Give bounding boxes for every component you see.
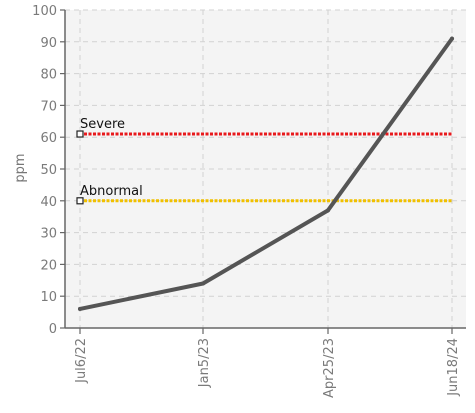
data-point: [326, 208, 330, 213]
data-point: [450, 36, 454, 41]
y-tick-label: 30: [40, 227, 57, 242]
threshold-marker-severe: [76, 130, 84, 138]
threshold-marker-abnormal: [76, 197, 84, 205]
y-tick-label: 40: [40, 195, 57, 210]
threshold-lines: [76, 130, 453, 205]
x-tick-label: Jan5/23: [197, 338, 212, 388]
y-tick-label: 70: [40, 99, 57, 114]
threshold-label-severe: Severe: [80, 117, 125, 132]
y-tick-label: 10: [40, 290, 57, 305]
threshold-label-abnormal: Abnormal: [80, 184, 143, 199]
y-tick-label: 90: [40, 36, 57, 51]
data-point: [78, 306, 82, 311]
y-tick-label: 20: [40, 258, 57, 273]
labels: ppm 0 10 20 30 40 50 60 70 80 90 100 Jul6/22 Jan5/23…: [13, 4, 461, 398]
y-axis-title: ppm: [13, 153, 28, 182]
data-series: [78, 36, 454, 311]
x-tick-label: Jun18/24: [446, 338, 461, 397]
x-tick-label: Jul6/22: [74, 338, 89, 384]
y-tick-label: 0: [49, 322, 57, 337]
y-tick-label: 100: [32, 4, 57, 19]
y-tick-label: 50: [40, 163, 57, 178]
series-line: [78, 36, 454, 311]
x-tick-label: Apr25/23: [322, 338, 337, 398]
axes: [60, 9, 466, 334]
y-tick-label: 80: [40, 68, 57, 83]
grid: [65, 9, 466, 328]
y-tick-label: 60: [40, 131, 57, 146]
data-point: [201, 281, 205, 286]
